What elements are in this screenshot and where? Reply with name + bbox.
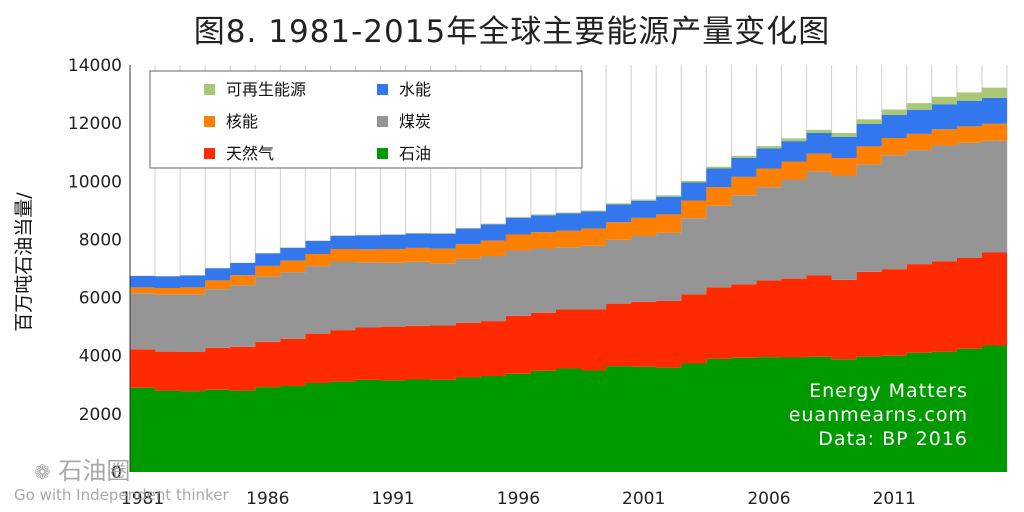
y-tick-label: 14000 xyxy=(68,56,122,76)
x-tick-label: 2006 xyxy=(747,489,790,509)
y-tick-label: 6000 xyxy=(79,289,122,309)
watermark-name: 石油圈 xyxy=(58,457,131,485)
watermark-tagline: Go with Independent thinker xyxy=(14,486,229,504)
y-tick-label: 8000 xyxy=(79,230,122,250)
y-tick-label: 4000 xyxy=(79,347,122,367)
y-tick-label: 0 xyxy=(111,463,122,483)
legend-label: 核能 xyxy=(226,112,258,131)
legend-label: 石油 xyxy=(399,144,431,163)
series-area-可再生能源 xyxy=(130,87,1007,277)
series-area-水能 xyxy=(130,97,1007,288)
y-tick-labels: 0 2000 4000 6000 8000 10000 12000 14000 xyxy=(68,56,122,483)
legend-swatch xyxy=(204,116,215,127)
legend-swatch xyxy=(204,84,215,95)
legend-label: 水能 xyxy=(399,80,431,99)
x-tick-label: 1991 xyxy=(371,489,414,509)
y-tick-label: 10000 xyxy=(68,172,122,192)
legend-label: 煤炭 xyxy=(399,112,431,131)
y-axis-label: 百万吨石油当量/ xyxy=(13,192,35,332)
chart-title: 图8. 1981-2015年全球主要能源产量变化图 xyxy=(193,14,831,50)
credit-line-2: euanmearns.com xyxy=(789,404,968,426)
series-area-核能 xyxy=(130,123,1007,295)
x-tick-label: 1996 xyxy=(497,489,540,509)
watermark-logo: ❁ 石油圈 xyxy=(34,451,130,486)
y-tick-label: 2000 xyxy=(79,405,122,425)
legend-swatch xyxy=(204,148,215,159)
legend-swatch xyxy=(377,84,388,95)
series-area-天然气 xyxy=(130,252,1007,392)
legend-swatch xyxy=(377,116,388,127)
y-tick-label: 12000 xyxy=(68,114,122,134)
legend-box xyxy=(149,70,583,169)
series-area-石油 xyxy=(130,345,1007,472)
credit-line-3: Data: BP 2016 xyxy=(818,428,968,450)
stacked-areas xyxy=(130,87,1007,472)
credit-line-1: Energy Matters xyxy=(809,380,968,402)
series-area-煤炭 xyxy=(130,140,1007,352)
wechat-icon: ❁ xyxy=(34,460,51,484)
x-tick-label: 1986 xyxy=(246,489,289,509)
legend-label: 可再生能源 xyxy=(226,80,306,99)
credit-block: Energy Matters euanmearns.com Data: BP 2… xyxy=(789,380,968,450)
legend-swatch xyxy=(377,148,388,159)
x-tick-label: 2011 xyxy=(873,489,916,509)
x-tick-label: 2001 xyxy=(622,489,665,509)
legend-label: 天然气 xyxy=(226,144,274,163)
x-tick-labels: 1981 1986 1991 1996 2001 2006 2011 xyxy=(121,489,916,509)
x-tick-label: 1981 xyxy=(121,489,164,509)
